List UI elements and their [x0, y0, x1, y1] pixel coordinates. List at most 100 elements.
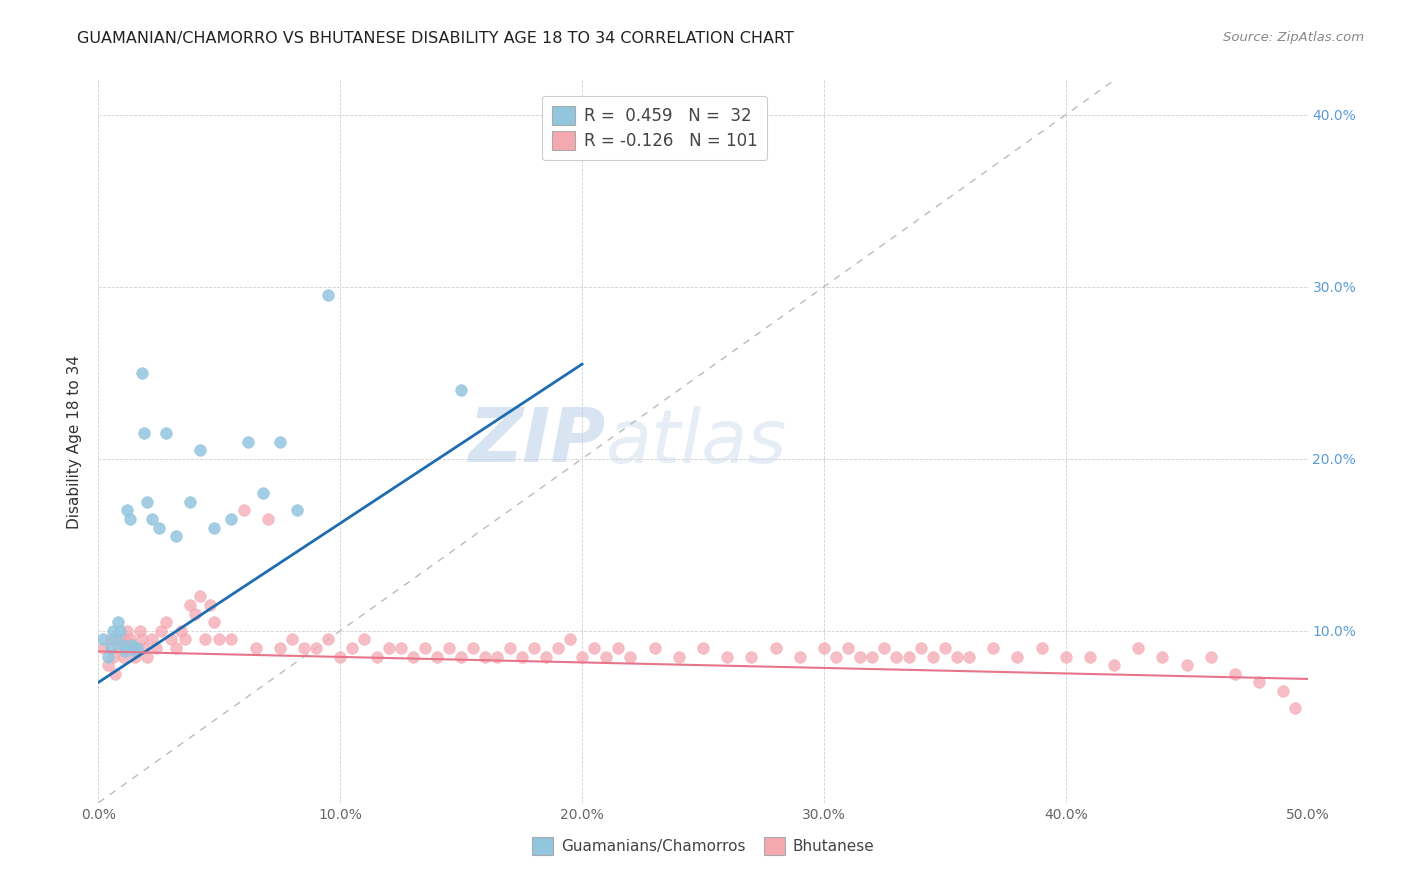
- Point: [91, 632, 114, 647]
- Point: [1223, 666, 1246, 681]
- Point: [921, 649, 943, 664]
- Point: [897, 649, 920, 664]
- Point: [208, 632, 231, 647]
- Point: [165, 529, 187, 543]
- Point: [474, 649, 496, 664]
- Point: [114, 632, 136, 647]
- Point: [547, 640, 569, 655]
- Point: [316, 632, 339, 647]
- Point: [934, 640, 956, 655]
- Point: [825, 649, 848, 664]
- Point: [910, 640, 932, 655]
- Point: [534, 649, 557, 664]
- Point: [1249, 675, 1271, 690]
- Point: [118, 512, 141, 526]
- Legend: Guamanians/Chamorros, Bhutanese: Guamanians/Chamorros, Bhutanese: [523, 828, 883, 863]
- Point: [873, 640, 896, 655]
- Point: [101, 624, 124, 638]
- Point: [837, 640, 859, 655]
- Point: [135, 649, 157, 664]
- Point: [145, 640, 167, 655]
- Point: [849, 649, 872, 664]
- Point: [111, 638, 134, 652]
- Point: [1031, 640, 1053, 655]
- Point: [121, 640, 143, 655]
- Point: [107, 615, 129, 630]
- Point: [765, 640, 787, 655]
- Point: [305, 640, 328, 655]
- Point: [1152, 649, 1174, 664]
- Point: [1078, 649, 1101, 664]
- Point: [141, 632, 163, 647]
- Point: [188, 590, 211, 604]
- Point: [174, 632, 197, 647]
- Point: [571, 649, 593, 664]
- Point: [437, 640, 460, 655]
- Point: [245, 640, 267, 655]
- Point: [450, 649, 472, 664]
- Point: [100, 640, 122, 655]
- Point: [169, 624, 191, 638]
- Point: [252, 486, 274, 500]
- Text: Source: ZipAtlas.com: Source: ZipAtlas.com: [1223, 31, 1364, 45]
- Point: [668, 649, 690, 664]
- Point: [121, 638, 143, 652]
- Point: [813, 640, 835, 655]
- Point: [148, 520, 170, 534]
- Point: [101, 649, 124, 664]
- Point: [886, 649, 908, 664]
- Point: [108, 632, 131, 647]
- Point: [486, 649, 509, 664]
- Point: [1128, 640, 1150, 655]
- Point: [619, 649, 641, 664]
- Point: [789, 649, 811, 664]
- Point: [329, 649, 352, 664]
- Point: [134, 425, 156, 440]
- Point: [127, 640, 149, 655]
- Point: [100, 632, 122, 647]
- Point: [128, 624, 150, 638]
- Point: [97, 649, 120, 664]
- Point: [402, 649, 425, 664]
- Point: [117, 503, 139, 517]
- Point: [547, 142, 569, 156]
- Point: [353, 632, 375, 647]
- Point: [269, 434, 291, 449]
- Point: [342, 640, 364, 655]
- Point: [97, 658, 120, 673]
- Point: [91, 640, 114, 655]
- Point: [107, 640, 129, 655]
- Point: [644, 640, 666, 655]
- Point: [114, 644, 136, 658]
- Point: [981, 640, 1004, 655]
- Point: [108, 624, 131, 638]
- Point: [188, 443, 211, 458]
- Point: [285, 503, 308, 517]
- Point: [281, 632, 304, 647]
- Point: [127, 640, 149, 655]
- Point: [510, 649, 533, 664]
- Point: [498, 640, 520, 655]
- Text: GUAMANIAN/CHAMORRO VS BHUTANESE DISABILITY AGE 18 TO 34 CORRELATION CHART: GUAMANIAN/CHAMORRO VS BHUTANESE DISABILI…: [77, 31, 794, 46]
- Point: [194, 632, 217, 647]
- Point: [957, 649, 980, 664]
- Point: [124, 649, 146, 664]
- Point: [204, 615, 226, 630]
- Point: [150, 624, 173, 638]
- Point: [463, 640, 485, 655]
- Point: [595, 649, 617, 664]
- Point: [141, 512, 163, 526]
- Point: [269, 640, 291, 655]
- Point: [238, 434, 260, 449]
- Point: [198, 598, 221, 612]
- Point: [377, 640, 399, 655]
- Point: [946, 649, 969, 664]
- Point: [256, 512, 278, 526]
- Point: [111, 649, 134, 664]
- Point: [124, 644, 146, 658]
- Point: [221, 512, 243, 526]
- Point: [558, 632, 581, 647]
- Point: [104, 666, 127, 681]
- Point: [1102, 658, 1125, 673]
- Point: [221, 632, 243, 647]
